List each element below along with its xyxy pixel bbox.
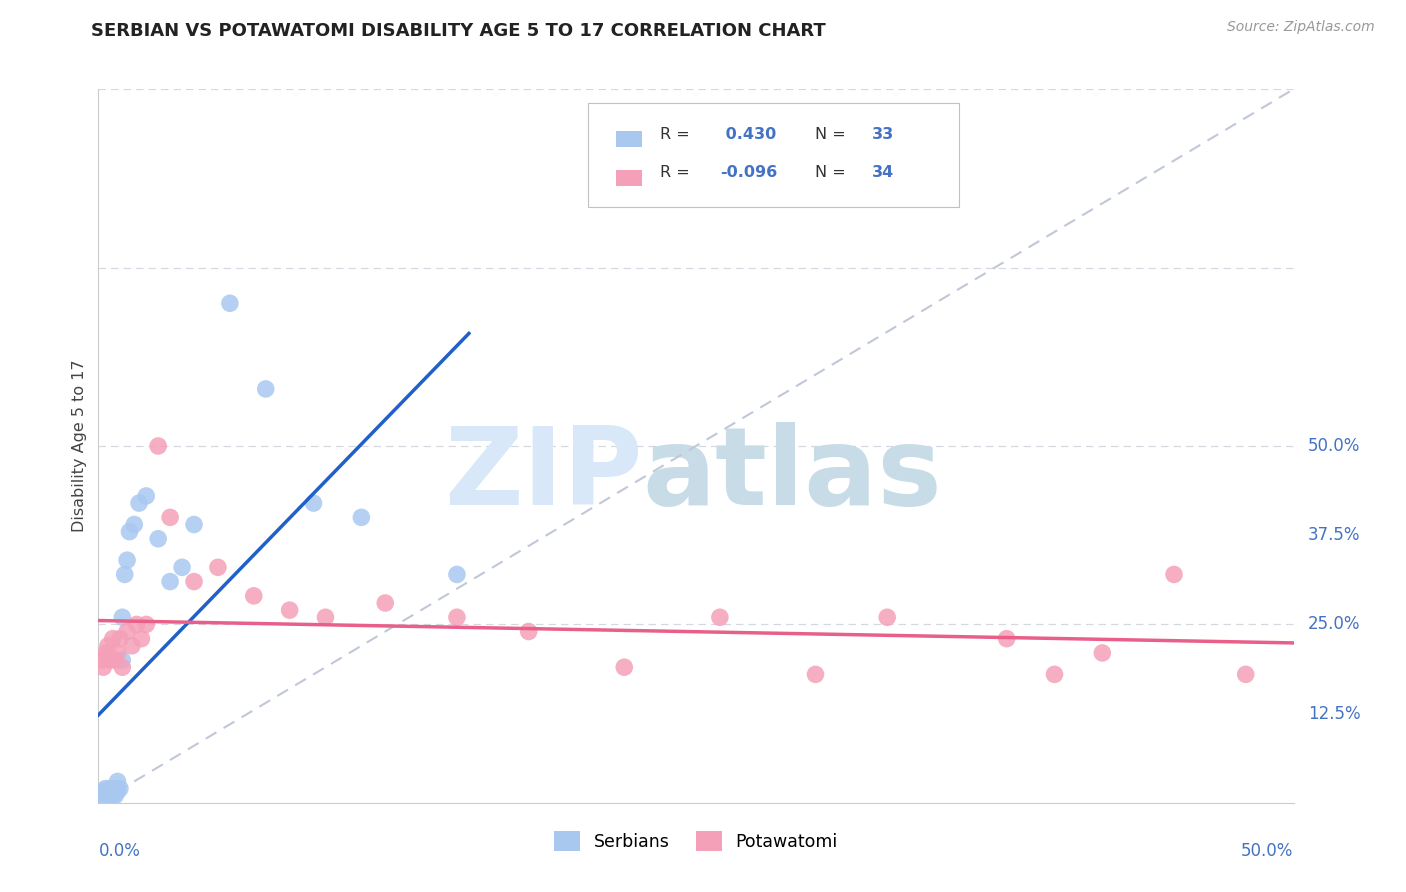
Point bbox=[243, 589, 266, 603]
Point bbox=[104, 781, 127, 796]
Point bbox=[219, 296, 242, 310]
Point bbox=[159, 574, 181, 589]
Point bbox=[107, 646, 129, 660]
Point bbox=[101, 781, 124, 796]
Point bbox=[101, 632, 124, 646]
Text: atlas: atlas bbox=[643, 422, 942, 527]
Point bbox=[446, 567, 468, 582]
Text: 33: 33 bbox=[872, 127, 894, 142]
Point bbox=[1091, 646, 1114, 660]
Point bbox=[94, 781, 117, 796]
Point bbox=[207, 560, 229, 574]
Text: N =: N = bbox=[815, 165, 846, 180]
Text: 34: 34 bbox=[872, 165, 894, 180]
FancyBboxPatch shape bbox=[616, 169, 643, 186]
Point bbox=[148, 532, 170, 546]
Point bbox=[107, 774, 129, 789]
Point bbox=[172, 560, 194, 574]
Legend: Serbians, Potawatomi: Serbians, Potawatomi bbox=[547, 824, 845, 858]
Point bbox=[111, 653, 134, 667]
Point bbox=[131, 632, 153, 646]
Point bbox=[98, 653, 122, 667]
Point bbox=[183, 574, 205, 589]
Point bbox=[118, 524, 141, 539]
Point bbox=[97, 791, 120, 805]
Text: N =: N = bbox=[815, 127, 846, 142]
Point bbox=[995, 632, 1018, 646]
Point bbox=[104, 653, 127, 667]
Point bbox=[128, 496, 150, 510]
Point bbox=[135, 489, 157, 503]
Text: 0.430: 0.430 bbox=[720, 127, 776, 142]
Point bbox=[90, 789, 112, 803]
Text: 50.0%: 50.0% bbox=[1241, 842, 1294, 860]
Point bbox=[1043, 667, 1066, 681]
Text: 50.0%: 50.0% bbox=[1308, 437, 1360, 455]
Point bbox=[94, 646, 117, 660]
Text: R =: R = bbox=[661, 165, 690, 180]
Text: R =: R = bbox=[661, 127, 690, 142]
Point bbox=[101, 789, 124, 803]
Point bbox=[124, 517, 146, 532]
Point bbox=[1234, 667, 1257, 681]
Point bbox=[98, 784, 122, 798]
Point bbox=[91, 784, 114, 798]
Text: 37.5%: 37.5% bbox=[1308, 526, 1361, 544]
Text: -0.096: -0.096 bbox=[720, 165, 778, 180]
Point bbox=[90, 653, 112, 667]
Point bbox=[107, 784, 129, 798]
Point bbox=[183, 517, 205, 532]
Point bbox=[97, 786, 120, 800]
Text: ZIP: ZIP bbox=[444, 422, 643, 527]
Point bbox=[111, 660, 134, 674]
FancyBboxPatch shape bbox=[616, 131, 643, 147]
Point bbox=[114, 567, 136, 582]
Point bbox=[98, 789, 122, 803]
Point bbox=[302, 496, 325, 510]
Text: 12.5%: 12.5% bbox=[1308, 705, 1361, 723]
Point bbox=[97, 639, 120, 653]
Point bbox=[115, 553, 138, 567]
Text: 0.0%: 0.0% bbox=[98, 842, 141, 860]
Point bbox=[125, 617, 148, 632]
Point bbox=[446, 610, 468, 624]
Point bbox=[159, 510, 181, 524]
Point bbox=[98, 781, 122, 796]
Point bbox=[876, 610, 898, 624]
Point bbox=[108, 632, 131, 646]
Point bbox=[104, 789, 127, 803]
Point bbox=[517, 624, 540, 639]
Y-axis label: Disability Age 5 to 17: Disability Age 5 to 17 bbox=[72, 359, 87, 533]
Point bbox=[148, 439, 170, 453]
Text: 25.0%: 25.0% bbox=[1308, 615, 1361, 633]
Point bbox=[278, 603, 301, 617]
FancyBboxPatch shape bbox=[589, 103, 959, 207]
Point bbox=[135, 617, 157, 632]
Point bbox=[94, 789, 117, 803]
Text: Source: ZipAtlas.com: Source: ZipAtlas.com bbox=[1227, 20, 1375, 34]
Point bbox=[350, 510, 373, 524]
Point bbox=[709, 610, 731, 624]
Point bbox=[613, 660, 636, 674]
Point bbox=[374, 596, 396, 610]
Point bbox=[121, 639, 143, 653]
Text: SERBIAN VS POTAWATOMI DISABILITY AGE 5 TO 17 CORRELATION CHART: SERBIAN VS POTAWATOMI DISABILITY AGE 5 T… bbox=[91, 22, 827, 40]
Point bbox=[108, 781, 131, 796]
Point bbox=[315, 610, 337, 624]
Point bbox=[804, 667, 827, 681]
Point bbox=[115, 624, 138, 639]
Point bbox=[91, 660, 114, 674]
Point bbox=[254, 382, 277, 396]
Point bbox=[111, 610, 134, 624]
Point bbox=[1163, 567, 1185, 582]
